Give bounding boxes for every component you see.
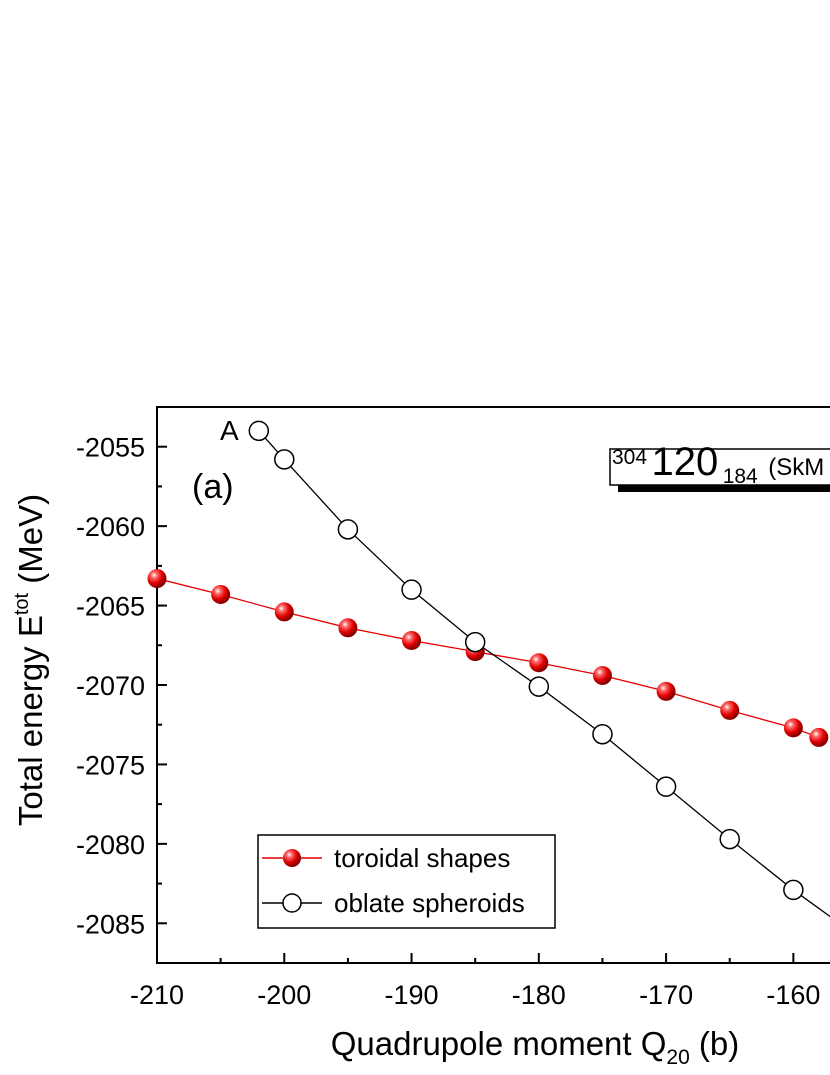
toroidal-point <box>338 618 358 638</box>
panel-label: (a) <box>192 468 234 506</box>
oblate-point <box>464 631 486 653</box>
toroidal-point <box>809 727 829 747</box>
point-label-a: A <box>220 415 239 446</box>
axis-ticks: -210 -200 -190 -180 -170 -160 -2055 -2060 -2065 -… <box>76 406 820 1010</box>
x-tick-label: -180 <box>512 980 566 1010</box>
y-axis-label-main: Total energy E <box>12 615 49 826</box>
toroidal-point <box>274 602 294 622</box>
nucleus-label-box: 304 120 184 (SkM <box>609 440 830 492</box>
x-tick-label: -170 <box>639 980 693 1010</box>
toroidal-point <box>147 569 167 589</box>
x-tick-label: -200 <box>257 980 311 1010</box>
oblate-point <box>274 449 295 470</box>
oblate-point <box>592 723 613 745</box>
oblate-point <box>783 879 804 901</box>
x-axis-label-sub: 20 <box>666 1046 689 1069</box>
toroidal-point <box>529 653 549 673</box>
x-axis-label: Quadrupole moment Q20 (b) <box>331 1025 740 1069</box>
y-tick-label: -2070 <box>76 671 145 701</box>
oblate-point <box>248 420 270 442</box>
oblate-point <box>655 776 677 797</box>
oblate-point <box>401 579 422 600</box>
legend-label-toroidal: toroidal shapes <box>334 843 510 873</box>
toroidal-point <box>656 681 676 701</box>
nucleus-box-shadow <box>618 484 830 492</box>
y-tick-label: -2085 <box>76 909 145 939</box>
x-axis-label-main: Quadrupole moment Q <box>331 1025 667 1062</box>
nucleus-force: (SkM <box>768 454 824 481</box>
y-tick-label: -2065 <box>76 592 145 622</box>
oblate-point <box>528 676 550 697</box>
x-tick-label: -210 <box>130 980 184 1010</box>
legend-label-oblate: oblate spheroids <box>334 888 525 918</box>
y-tick-label: -2055 <box>76 433 145 463</box>
toroidal-point <box>592 665 612 685</box>
y-tick-label: -2075 <box>76 750 145 780</box>
toroidal-point <box>402 631 422 651</box>
legend-marker-toroidal <box>283 849 301 867</box>
x-tick-label: -160 <box>766 980 820 1010</box>
toroidal-point <box>783 718 803 738</box>
nucleus-neutron: 184 <box>723 465 758 488</box>
y-tick-label: -2080 <box>76 830 145 860</box>
legend-frame <box>257 834 556 929</box>
nucleus-label: 304 120 184 (SkM <box>612 440 824 488</box>
legend: toroidal shapes oblate spheroids <box>257 834 556 929</box>
nucleus-box-frame <box>609 448 830 486</box>
oblate-point <box>719 828 740 850</box>
legend-marker-oblate <box>282 893 302 913</box>
series-markers <box>147 420 829 901</box>
x-tick-label: -190 <box>385 980 439 1010</box>
oblate-point <box>337 519 359 540</box>
y-tick-label: -2060 <box>76 512 145 542</box>
series-line-toroidal <box>157 577 820 739</box>
toroidal-point <box>211 584 231 604</box>
nucleus-element: 120 <box>652 440 719 484</box>
nucleus-mass: 304 <box>612 446 647 469</box>
y-axis-label: Total energy Etot (MeV) <box>11 494 49 826</box>
y-axis-label-unit: (MeV) <box>12 494 49 593</box>
y-axis-label-sup: tot <box>11 592 33 615</box>
x-axis-label-unit: (b) <box>690 1025 740 1062</box>
toroidal-point <box>720 700 740 720</box>
